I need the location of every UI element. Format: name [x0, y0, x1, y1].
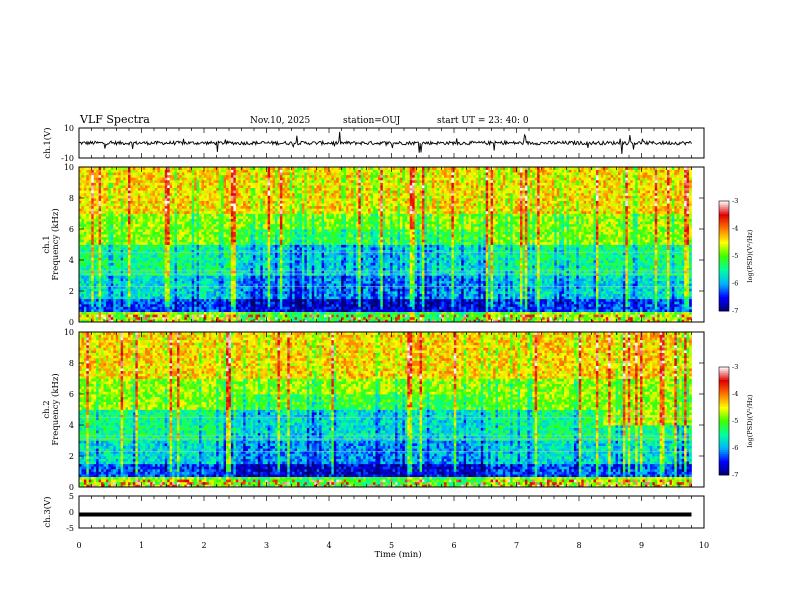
ch1-waveform-trace: [79, 132, 692, 154]
ch3-wave-ylabel: ch.3(V): [42, 496, 53, 527]
ch1-wave-ytick: 10: [64, 124, 74, 133]
ch2-colorbar-tick: -4: [732, 390, 738, 398]
ch1-colorbar-tick: -5: [732, 252, 738, 260]
ch2-ytick: 2: [69, 452, 74, 461]
ch2-colorbar-tick: -3: [732, 363, 738, 371]
ch3-wave-ytick: -5: [66, 524, 74, 533]
ch1-colorbar-tick: -7: [732, 307, 738, 315]
date-label: Nov.10, 2025: [250, 116, 311, 126]
x-axis-label: Time (min): [374, 549, 421, 560]
x-tick-label: 0: [76, 541, 81, 550]
ch2-spectrogram-cells: [79, 332, 692, 487]
ch2-colorbar-label: log(PSD)(V²/Hz): [746, 394, 754, 447]
ch2-colorbar-tick: -5: [732, 417, 738, 425]
ch1-wave-ylabel: ch.1(V): [42, 127, 53, 158]
x-tick-label: 4: [326, 541, 331, 550]
ch1-colorbar-tick: -4: [732, 225, 738, 233]
ch1-ytick: 2: [69, 287, 74, 296]
ch1-wave-ytick: -10: [61, 154, 74, 163]
x-tick-label: 7: [514, 541, 519, 550]
ch2-ytick: 8: [69, 359, 74, 368]
x-tick-label: 3: [264, 541, 269, 550]
ch1-colorbar-label: log(PSD)(V²/Hz): [746, 229, 754, 282]
ch1-ytick: 4: [69, 256, 74, 265]
ch2-colorbar: -3 -4 -5 -6 -7 log(PSD)(V²/Hz): [719, 363, 754, 479]
x-tick-label: 6: [451, 541, 456, 550]
ch2-colorbar-tick: -6: [732, 444, 738, 452]
x-tick-label: 8: [576, 541, 581, 550]
ch1-colorbar-tick: -6: [732, 280, 738, 288]
ch1-waveform-panel: 10 -10 ch.1(V): [42, 124, 704, 163]
ch2-colorbar-tick: -7: [732, 471, 738, 479]
ch1-spectrogram-cells: [79, 167, 692, 322]
ch2-colorbar-cell: [719, 367, 729, 369]
x-tick-label: 5: [389, 541, 394, 550]
vlf-spectra-figure: VLF Spectra Nov.10, 2025 station=OUJ sta…: [0, 0, 792, 612]
ch1-ytick: 0: [69, 318, 74, 327]
x-tick-label: 9: [639, 541, 644, 550]
ch1-colorbar-tick: -3: [732, 197, 738, 205]
ch1-ytick: 6: [69, 225, 74, 234]
ch2-ytick: 0: [69, 483, 74, 492]
ch2-ylabel: Frequency (kHz): [50, 373, 61, 445]
ch2-ytick: 4: [69, 421, 74, 430]
x-tick-label: 10: [699, 541, 709, 550]
ch2-ytick: 6: [69, 390, 74, 399]
x-tick-label: 1: [139, 541, 144, 550]
ch1-ylabel: Frequency (kHz): [50, 208, 61, 280]
x-tick-label: 2: [201, 541, 206, 550]
start-time-label: start UT = 23: 40: 0: [437, 116, 529, 126]
chart-title: VLF Spectra: [79, 113, 150, 126]
ch3-waveform-panel: 50-5ch.3(V)0 1 2 3 4 5 6 7 8 9 10: [42, 492, 709, 550]
ch1-ytick: 10: [64, 163, 74, 172]
ch2-ytick: 10: [64, 328, 74, 337]
ch3-wave-ytick: 5: [69, 492, 74, 501]
ch1-ytick: 8: [69, 194, 74, 203]
ch1-colorbar: -3 -4 -5 -6 -7 log(PSD)(V²/Hz): [719, 197, 754, 315]
ch1-colorbar-cell: [719, 201, 729, 203]
station-label: station=OUJ: [343, 116, 401, 126]
ch3-wave-ytick: 0: [69, 508, 74, 517]
